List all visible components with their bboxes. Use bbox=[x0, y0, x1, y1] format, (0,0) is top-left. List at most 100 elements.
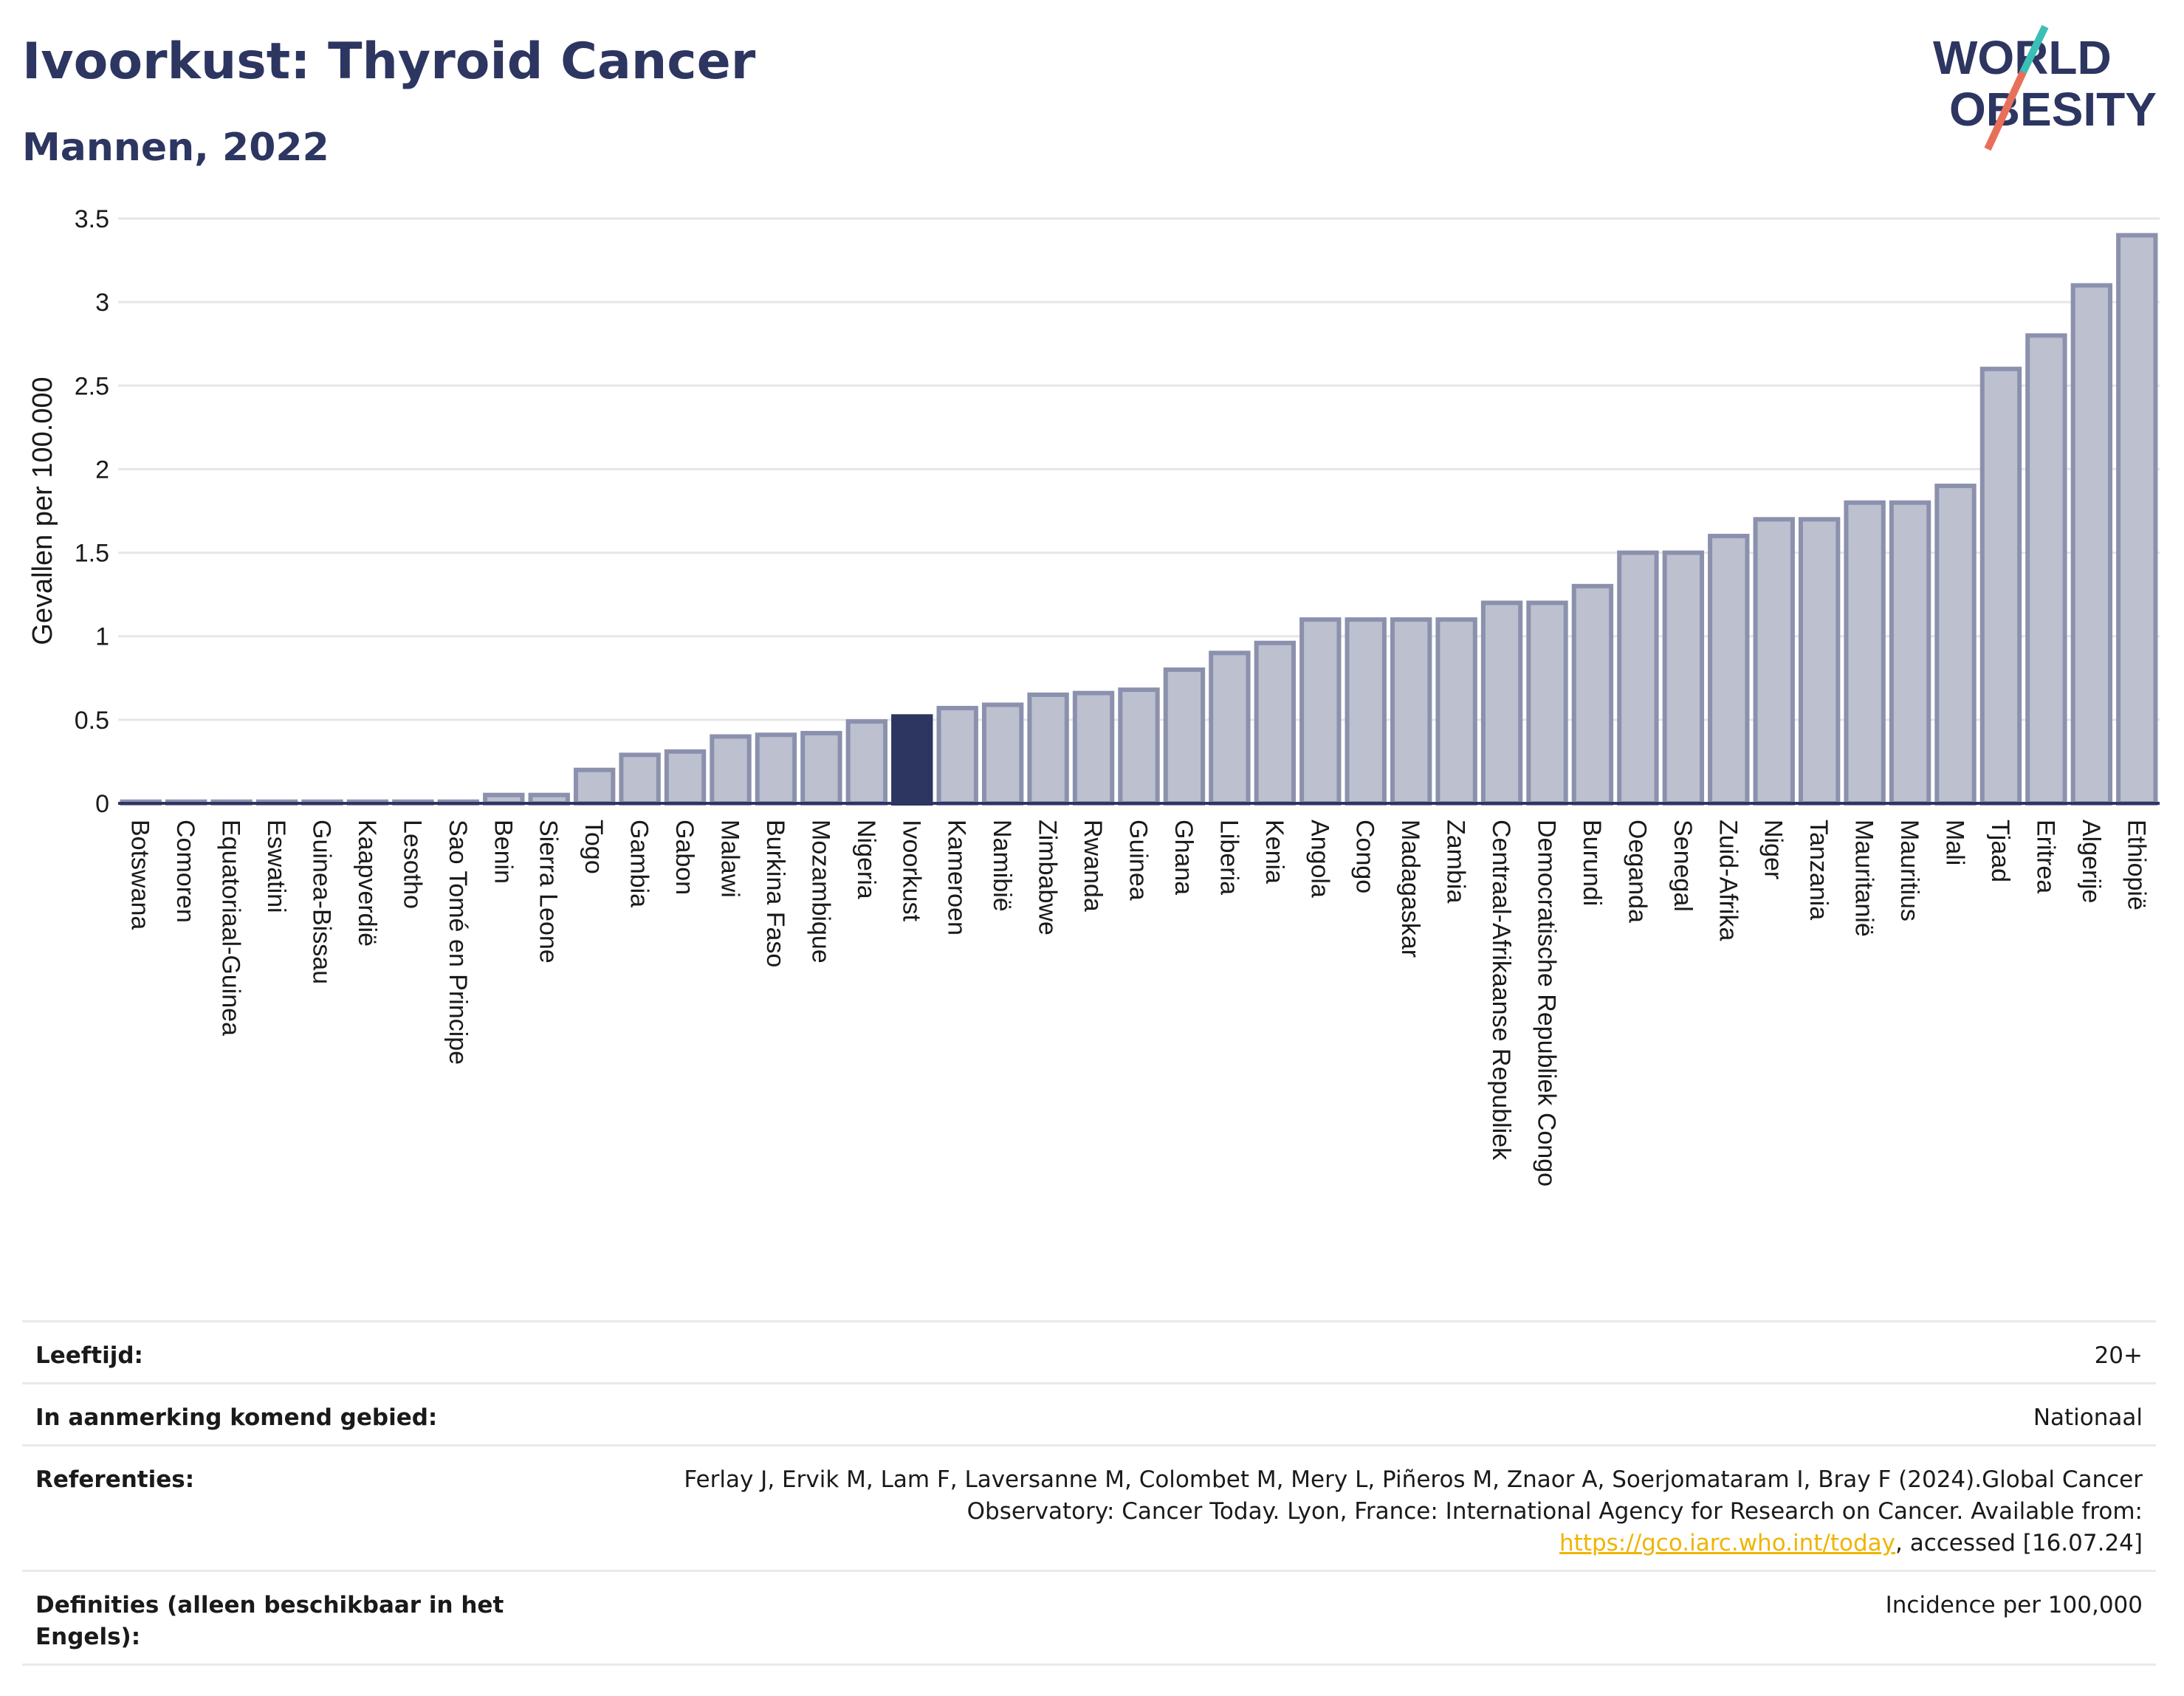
x-tick-label: Mauritanië bbox=[1850, 820, 1878, 937]
bar bbox=[2116, 233, 2158, 806]
bar bbox=[981, 702, 1024, 806]
logo-slash-teal bbox=[2019, 24, 2049, 75]
x-tick-label: Kameroen bbox=[943, 820, 971, 935]
bar bbox=[891, 714, 933, 806]
bar bbox=[573, 767, 616, 806]
x-tick-label: Burkina Faso bbox=[761, 820, 789, 967]
y-tick-label: 3 bbox=[95, 289, 109, 317]
meta-label-definitions: Definities (alleen beschikbaar in het En… bbox=[35, 1592, 504, 1650]
bar bbox=[1390, 617, 1432, 806]
bar bbox=[1118, 687, 1160, 806]
bar bbox=[1480, 600, 1523, 806]
x-tick-label: Tjaad bbox=[1986, 820, 2014, 882]
x-tick-label: Namibië bbox=[988, 820, 1016, 912]
meta-value-age: 20+ bbox=[2094, 1342, 2143, 1369]
bar bbox=[1163, 667, 1206, 806]
x-tick-label: Zambia bbox=[1442, 820, 1470, 903]
x-tick-label: Eritrea bbox=[2031, 820, 2059, 893]
bar bbox=[619, 752, 661, 806]
x-tick-label: Angola bbox=[1305, 820, 1333, 898]
x-tick-label: Equatoriaal-Guinea bbox=[217, 820, 245, 1036]
bar bbox=[664, 749, 707, 806]
meta-label-references: Referenties: bbox=[35, 1466, 195, 1493]
x-tick-label: Democratische Republiek Congo bbox=[1533, 820, 1561, 1187]
bar bbox=[1979, 366, 2022, 806]
bar bbox=[1753, 517, 1795, 806]
x-tick-label: Niger bbox=[1759, 820, 1788, 879]
bar-chart: 0 0.5 1 1.5 2 2.5 3 3.5 Gevallen per 100.000 Bots… bbox=[27, 205, 2160, 1187]
y-tick-label: 0.5 bbox=[75, 707, 109, 735]
x-tick-label: Comoren bbox=[171, 820, 199, 923]
x-tick-label: Centraal-Afrikaanse Republiek bbox=[1487, 820, 1515, 1161]
bar bbox=[1798, 517, 1841, 806]
x-tick-label: Benin bbox=[489, 820, 517, 884]
x-tick-label: Oeganda bbox=[1623, 820, 1651, 923]
reference-accessed: , accessed [16.07.24] bbox=[1895, 1530, 2143, 1556]
x-tick-label: Kenia bbox=[1260, 820, 1288, 884]
meta-label-age: Leeftijd: bbox=[35, 1342, 143, 1369]
y-tick-label: 2 bbox=[95, 456, 109, 484]
x-tick-label: Sierra Leone bbox=[535, 820, 563, 964]
bar bbox=[1345, 617, 1387, 806]
x-tick-label: Ethiopië bbox=[2122, 820, 2150, 910]
x-tick-label: Nigeria bbox=[852, 820, 880, 899]
x-tick-label: Senegal bbox=[1669, 820, 1697, 912]
bar bbox=[2025, 333, 2067, 806]
reference-text: Ferlay J, Ervik M, Lam F, Laversanne M, … bbox=[684, 1466, 2143, 1525]
meta-value-references: Ferlay J, Ervik M, Lam F, Laversanne M, … bbox=[515, 1464, 2156, 1559]
y-tick-label: 0 bbox=[95, 790, 109, 818]
x-tick-label: Eswatini bbox=[262, 820, 290, 913]
bar bbox=[1708, 533, 1750, 806]
bar bbox=[1435, 617, 1477, 806]
meta-value-definitions: Incidence per 100,000 bbox=[1885, 1592, 2143, 1618]
reference-link[interactable]: https://gco.iarc.who.int/today bbox=[1559, 1530, 1895, 1556]
meta-label-area: In aanmerking komend gebied: bbox=[35, 1404, 438, 1431]
bar bbox=[755, 732, 797, 806]
x-tick-label: Kaapverdië bbox=[353, 820, 381, 947]
bar bbox=[936, 706, 978, 806]
x-tick-label: Mali bbox=[1941, 820, 1969, 865]
logo-line2: OBESITY bbox=[1949, 83, 2157, 136]
x-tick-label: Zuid-Afrika bbox=[1714, 820, 1742, 941]
bar bbox=[1209, 650, 1251, 806]
x-tick-label: Sao Tomé en Principe bbox=[444, 820, 472, 1065]
x-tick-label: Mozambique bbox=[806, 820, 834, 964]
meta-row-references: Referenties: Ferlay J, Ervik M, Lam F, L… bbox=[22, 1444, 2156, 1570]
bar bbox=[1526, 600, 1568, 806]
x-tick-label: Botswana bbox=[126, 820, 154, 930]
meta-value-area: Nationaal bbox=[2033, 1404, 2143, 1431]
bar bbox=[1934, 484, 1977, 806]
x-tick-label: Mauritius bbox=[1895, 820, 1923, 921]
bar bbox=[1662, 550, 1705, 806]
x-tick-label: Lesotho bbox=[398, 820, 426, 909]
metadata-table: Leeftijd: 20+ In aanmerking komend gebie… bbox=[22, 1320, 2156, 1666]
bar bbox=[1254, 640, 1297, 806]
bar bbox=[1299, 617, 1342, 806]
x-tick-label: Ivoorkust bbox=[897, 820, 925, 921]
bar bbox=[710, 734, 752, 806]
x-tick-label: Burundi bbox=[1578, 820, 1606, 906]
bar bbox=[2070, 283, 2113, 806]
x-tick-label: Malawi bbox=[716, 820, 744, 898]
bar bbox=[845, 719, 888, 806]
x-tick-label: Tanzania bbox=[1804, 820, 1833, 920]
y-tick-label: 1 bbox=[95, 623, 109, 651]
meta-row-definitions: Definities (alleen beschikbaar in het En… bbox=[22, 1570, 2156, 1666]
page-title: Ivoorkust: Thyroid Cancer bbox=[22, 32, 756, 91]
meta-row-age: Leeftijd: 20+ bbox=[22, 1320, 2156, 1382]
x-tick-label: Gabon bbox=[670, 820, 698, 895]
world-obesity-logo: WORLD OBESITY bbox=[1933, 24, 2157, 151]
x-tick-label: Togo bbox=[580, 820, 608, 874]
bar bbox=[1072, 690, 1115, 806]
meta-row-area: In aanmerking komend gebied: Nationaal bbox=[22, 1382, 2156, 1444]
x-tick-label: Congo bbox=[1351, 820, 1379, 893]
bar bbox=[1571, 583, 1614, 806]
page-subtitle: Mannen, 2022 bbox=[22, 126, 329, 170]
x-tick-label: Zimbabwe bbox=[1034, 820, 1062, 935]
bar bbox=[800, 730, 842, 806]
y-tick-label: 3.5 bbox=[75, 205, 109, 233]
bar bbox=[1617, 550, 1659, 806]
x-tick-label: Madagaskar bbox=[1396, 820, 1424, 958]
logo-slash-red bbox=[1984, 70, 2027, 151]
y-axis-label: Gevallen per 100.000 bbox=[27, 377, 58, 645]
